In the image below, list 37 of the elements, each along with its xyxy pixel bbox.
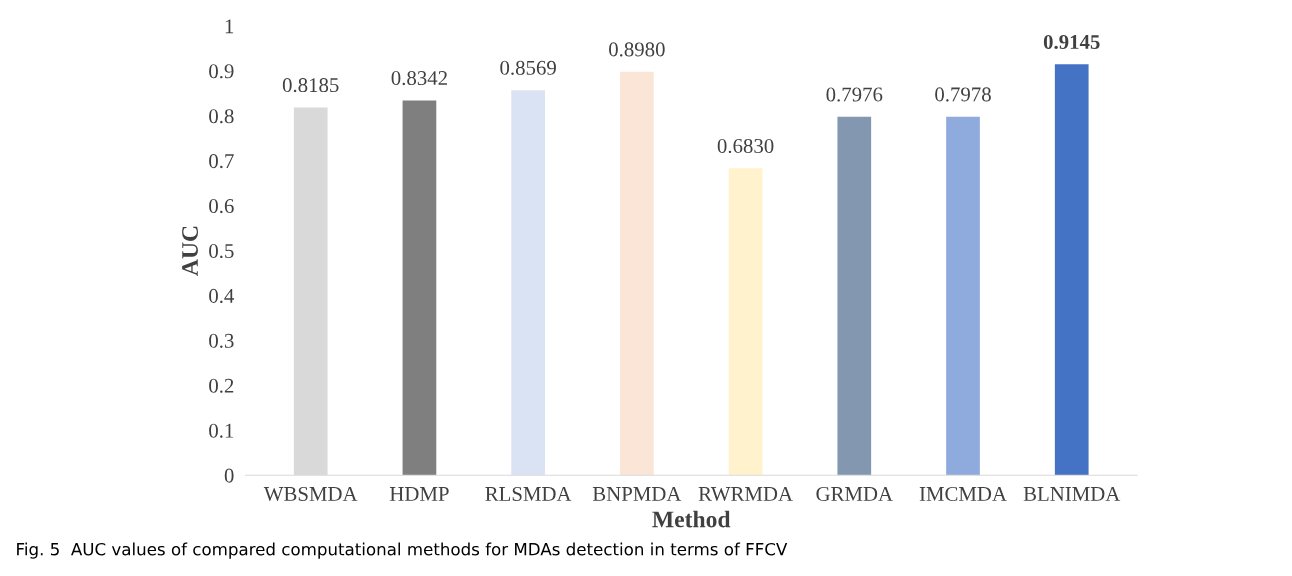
y-tick-label: 0.5 (209, 243, 234, 259)
x-tick-label: BNPMDA (592, 487, 682, 501)
x-tick-label: IMCMDA (919, 486, 1007, 501)
y-tick-label: 0.4 (209, 288, 235, 304)
bar (946, 116, 980, 476)
x-tick-label: BLNIMDA (1023, 487, 1121, 501)
bar (511, 90, 545, 476)
bar (620, 71, 654, 476)
data-label: 0.9145 (1043, 34, 1100, 50)
x-tick-label: RLSMDA (485, 486, 572, 501)
y-tick-label: 0.8 (209, 109, 234, 124)
y-tick-label: 0 (224, 468, 234, 483)
data-label: 0.8342 (391, 71, 447, 86)
x-tick-label: RWRMDA (698, 487, 793, 502)
x-axis-title: Method (652, 510, 731, 528)
data-label: 0.8185 (282, 78, 339, 93)
y-tick-label: 1 (225, 19, 234, 34)
y-tick-label: 0.3 (209, 333, 234, 348)
bar (1054, 64, 1089, 476)
data-label: 0.7978 (935, 87, 991, 102)
y-tick-label: 0.2 (209, 378, 234, 393)
y-tick-label: 0.9 (209, 64, 234, 79)
bar (728, 168, 763, 476)
y-tick-label: 0.6 (209, 199, 234, 214)
y-tick-label: 0.1 (209, 423, 234, 438)
y-tick-label: 0.7 (209, 154, 234, 169)
data-label: 0.8569 (500, 60, 556, 75)
x-tick-label: GRMDA (816, 486, 893, 501)
caption: Fig. 5 AUC values of compared computational methods for MDAs detection in terms of FFCV (17, 542, 788, 559)
bar (837, 116, 872, 476)
x-tick-label: HDMP (389, 487, 449, 501)
data-label: 0.6830 (717, 138, 774, 154)
data-label: 0.7976 (826, 87, 883, 102)
bar (402, 100, 437, 476)
data-label: 0.8980 (609, 42, 665, 57)
x-tick-label: WBSMDA (263, 486, 358, 502)
y-axis-title: AUC (182, 226, 198, 276)
